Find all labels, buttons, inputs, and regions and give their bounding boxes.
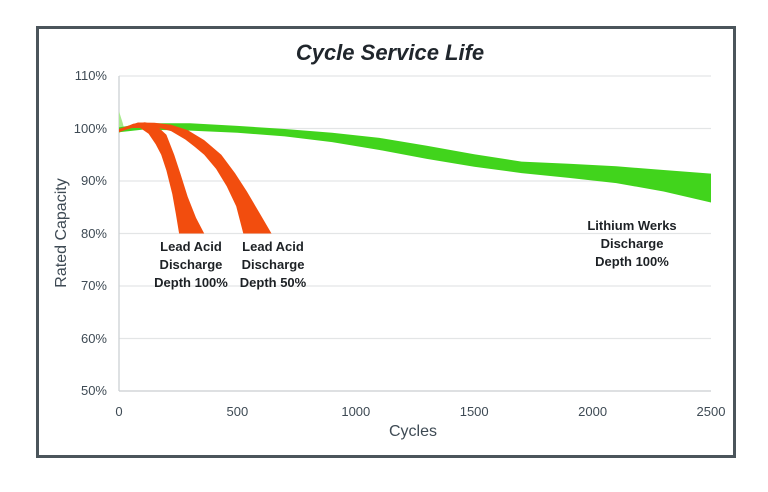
annotation-lithium-werks-depth-100: Lithium Werks Discharge Depth 100% — [587, 217, 676, 271]
x-tick-1500: 1500 — [459, 404, 489, 419]
annotation-line: Discharge — [241, 257, 305, 272]
series-lead-acid-50 — [119, 122, 272, 234]
y-tick-50%: 50% — [80, 383, 107, 398]
x-tick-2000: 2000 — [578, 404, 608, 419]
annotation-line: Discharge — [600, 236, 664, 251]
x-tick-500: 500 — [226, 404, 249, 419]
y-tick-70%: 70% — [80, 278, 107, 293]
annotation-line: Depth 100% — [154, 275, 228, 290]
annotation-line: Lithium Werks — [587, 218, 677, 233]
annotation-line: Depth 100% — [595, 254, 669, 269]
annotation-line: Lead Acid — [242, 239, 304, 254]
y-tick-60%: 60% — [80, 330, 107, 346]
x-tick-2500: 2500 — [696, 404, 726, 419]
annotation-line: Depth 50% — [239, 275, 307, 290]
y-tick-80%: 80% — [80, 225, 107, 241]
series-lead-acid-100 — [119, 122, 205, 234]
annotation-line: Lead Acid — [160, 239, 222, 254]
y-tick-100%: 100% — [73, 120, 107, 136]
x-tick-0: 0 — [115, 404, 123, 419]
annotation-line: Discharge — [159, 257, 223, 272]
series-lithium-werks-100 — [119, 123, 711, 203]
y-tick-110%: 110% — [74, 68, 107, 83]
x-axis-label: Cycles — [388, 423, 438, 440]
chart-title: Cycle Service Life — [295, 40, 485, 65]
x-tick-1000: 1000 — [341, 404, 371, 419]
y-tick-90%: 90% — [80, 173, 107, 188]
chart-frame — [36, 26, 736, 458]
annotation-lead-acid-depth-50: Lead Acid Discharge Depth 50% — [240, 238, 306, 292]
annotation-lead-acid-depth-100: Lead Acid Discharge Depth 100% — [154, 238, 228, 292]
